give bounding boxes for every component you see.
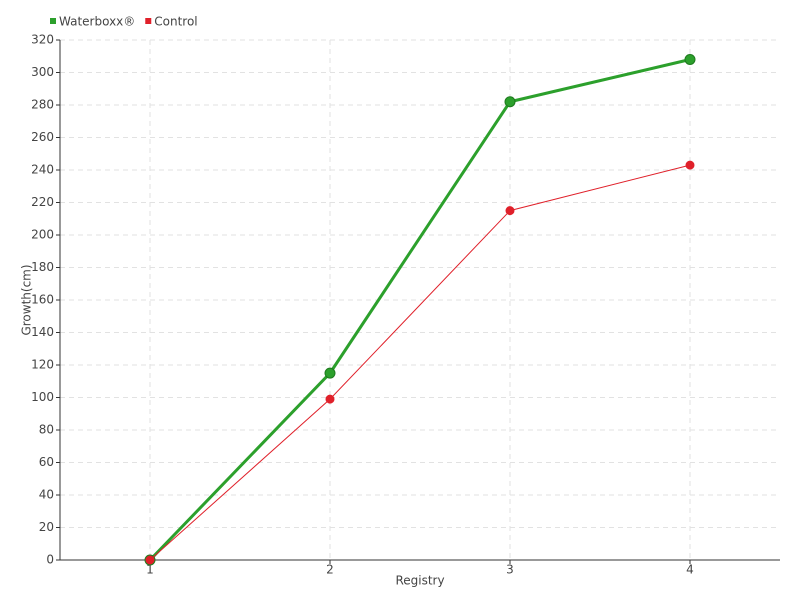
legend-swatch [145, 18, 152, 24]
legend-label: Control [154, 15, 197, 29]
y-tick-label: 80 [39, 423, 54, 437]
y-tick-label: 320 [31, 33, 54, 47]
x-axis-label: Registry [395, 574, 444, 588]
y-tick-label: 160 [31, 293, 54, 307]
y-tick-label: 40 [39, 488, 54, 502]
x-tick-label: 1 [146, 563, 154, 577]
x-tick-label: 3 [506, 563, 514, 577]
y-tick-label: 300 [31, 65, 54, 79]
y-axis-label: Growth(cm) [20, 264, 34, 335]
point [685, 160, 695, 170]
x-tick-label: 4 [686, 563, 694, 577]
y-tick-label: 180 [31, 260, 54, 274]
point [504, 96, 516, 108]
y-tick-label: 100 [31, 390, 54, 404]
point [145, 555, 155, 565]
x-tick-label: 2 [326, 563, 334, 577]
y-tick-label: 240 [31, 163, 54, 177]
y-tick-label: 220 [31, 195, 54, 209]
legend-label: Waterboxx® [59, 15, 135, 29]
y-tick-label: 260 [31, 130, 54, 144]
y-tick-label: 20 [39, 520, 54, 534]
y-tick-label: 140 [31, 325, 54, 339]
point [505, 206, 515, 216]
series-line [148, 58, 691, 562]
series-line [149, 164, 691, 561]
y-tick-label: 0 [46, 553, 54, 567]
y-tick-label: 200 [31, 228, 54, 242]
legend-swatch [50, 18, 56, 24]
point [324, 367, 336, 379]
y-tick-label: 120 [31, 358, 54, 372]
point [325, 394, 335, 404]
point [684, 54, 696, 65]
y-tick-label: 280 [31, 98, 54, 112]
y-tick-label: 60 [39, 455, 54, 469]
